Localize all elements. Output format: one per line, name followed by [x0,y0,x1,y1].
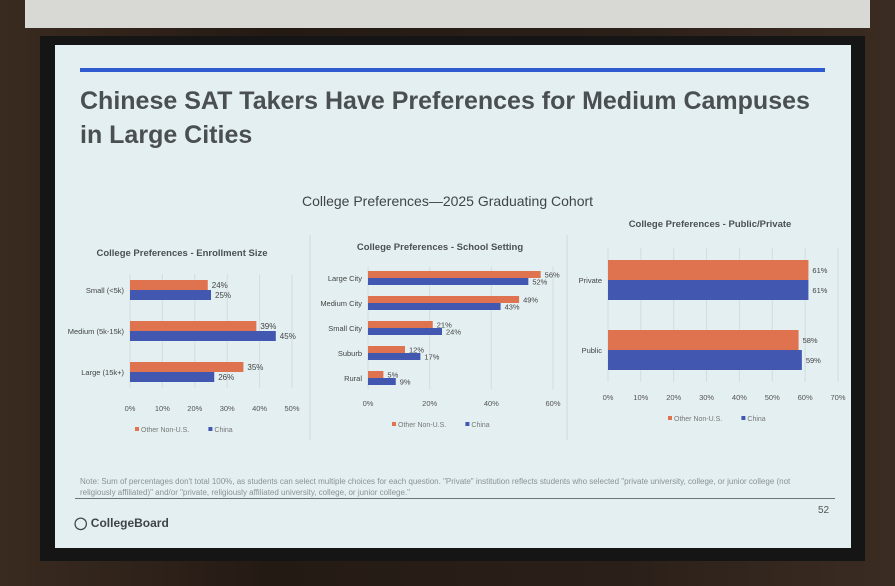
tick-label: 0% [125,404,136,413]
tick-label: 10% [633,393,648,402]
collegeboard-logo: ◯ CollegeBoard [74,516,169,530]
tick-label: 0% [603,393,614,402]
bar-other-non-us [368,371,384,378]
bar-other-non-us [368,296,520,303]
category-label: Public [582,346,603,355]
data-label: 39% [260,322,276,331]
chart-title: College Preferences - Enrollment Size [96,248,267,259]
bar-china [608,280,809,300]
tick-label: 40% [484,399,499,408]
bar-china [368,278,529,285]
data-label: 61% [812,286,827,295]
legend-entry: China [747,416,765,423]
tick-label: 40% [732,393,747,402]
category-label: Private [579,276,602,285]
page-number: 52 [818,505,830,516]
accent-line [80,68,825,72]
bar-china [368,353,421,360]
legend-entry: China [214,427,232,434]
legend-entry: China [471,422,489,429]
legend-swatch [135,427,139,431]
bar-china [130,290,211,300]
legend-swatch [741,416,746,420]
bar-china [368,378,396,385]
bar-other-non-us [368,271,541,278]
chart-title: College Preferences - Public/Private [629,219,792,230]
bar-other-non-us [130,362,244,372]
data-label: 49% [523,296,538,305]
data-label: 5% [387,371,398,380]
bar-other-non-us [608,330,799,350]
data-label: 26% [218,373,234,382]
legend-entry: Other Non-U.S. [674,416,722,423]
chart-title: College Preferences - School Setting [357,242,523,253]
legend-swatch [465,422,470,426]
category-label: Medium City [320,299,362,308]
data-label: 59% [806,356,821,365]
tick-label: 70% [830,393,845,402]
tick-label: 20% [187,404,202,413]
data-label: 52% [532,278,547,287]
tick-label: 20% [422,399,437,408]
tick-label: 20% [666,393,681,402]
category-label: Small City [328,324,362,333]
tick-label: 10% [155,404,170,413]
data-label: 12% [409,346,424,355]
tick-label: 30% [220,404,235,413]
tick-label: 50% [765,393,780,402]
legend-swatch [208,427,213,431]
bar-china [130,331,276,341]
bar-china [608,350,802,370]
bar-other-non-us [368,321,433,328]
data-label: 24% [446,328,461,337]
legend-swatch [392,422,396,426]
data-label: 45% [280,332,296,341]
bar-other-non-us [130,280,208,290]
legend-entry: Other Non-U.S. [398,422,446,429]
logo-text: CollegeBoard [90,516,169,530]
category-label: Large (15k+) [81,368,124,377]
tick-label: 40% [252,404,267,413]
bar-other-non-us [608,260,809,280]
tick-label: 60% [798,393,813,402]
category-label: Suburb [338,349,362,358]
legend-swatch [668,416,672,420]
data-label: 35% [247,363,263,372]
data-label: 56% [545,271,560,280]
footnote: Note: Sum of percentages don't total 100… [80,477,791,497]
category-label: Large City [328,274,362,283]
category-label: Medium (5k-15k) [68,327,125,336]
data-label: 58% [803,336,818,345]
ceiling-bar [25,0,870,28]
tick-label: 30% [699,393,714,402]
tick-label: 60% [545,399,560,408]
bar-china [368,328,442,335]
category-label: Small (<5k) [86,286,125,295]
charts-supertitle: College Preferences—2025 Graduating Coho… [301,193,594,209]
data-label: 25% [215,291,231,300]
tick-label: 50% [284,404,299,413]
data-label: 21% [437,321,452,330]
bar-other-non-us [130,321,257,331]
bar-other-non-us [368,346,405,353]
footer-divider [75,498,835,499]
data-label: 24% [212,281,228,290]
tick-label: 0% [363,399,374,408]
bar-china [368,303,501,310]
data-label: 9% [400,378,411,387]
acorn-icon: ◯ [74,516,88,530]
legend-entry: Other Non-U.S. [141,427,189,434]
slide-title: Chinese SAT Takers Have Preferences for … [80,87,810,149]
data-label: 43% [505,303,520,312]
category-label: Rural [344,374,362,383]
data-label: 17% [424,353,439,362]
bar-china [130,372,215,382]
data-label: 61% [812,266,827,275]
